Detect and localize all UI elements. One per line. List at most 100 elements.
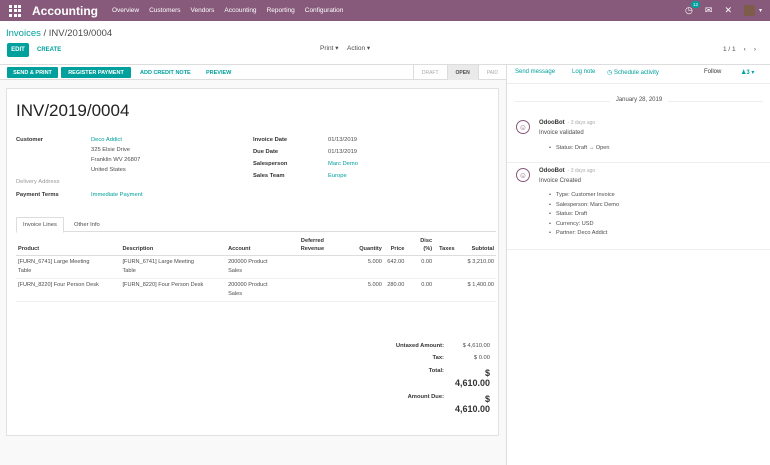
col-disc-line2: (%) <box>423 246 433 252</box>
apps-menu-icon[interactable] <box>8 4 22 18</box>
tracking-item: Type: Customer Invoice <box>549 191 619 201</box>
sales-team-link[interactable]: Europe <box>328 173 347 179</box>
state-open: OPEN <box>446 65 478 80</box>
author-name: OdooBot <box>539 120 565 126</box>
col-taxes: Taxes <box>434 235 460 256</box>
pager-value[interactable]: 1 / 1 <box>723 46 736 53</box>
debug-tools-icon[interactable]: ✕ <box>724 5 732 15</box>
untaxed-value: $ 4,610.00 <box>462 343 490 349</box>
chatter-panel: Send message Log note ◷ Schedule activit… <box>506 65 770 465</box>
tab-invoice-lines[interactable]: Invoice Lines <box>16 217 64 233</box>
customer-link[interactable]: Deco Addict <box>91 137 122 143</box>
breadcrumb-invoices[interactable]: Invoices <box>6 28 41 39</box>
account-text: 200000 Product <box>228 282 268 288</box>
col-discount: Disc (%) <box>406 235 435 256</box>
messaging-chat-icon[interactable]: ✉ <box>704 5 713 15</box>
menu-accounting[interactable]: Accounting <box>224 7 257 14</box>
payment-terms-label: Payment Terms <box>16 192 59 198</box>
form-view: SEND & PRINT REGISTER PAYMENT ADD CREDIT… <box>0 65 506 465</box>
col-account: Account <box>226 235 293 256</box>
schedule-activity-button[interactable]: ◷ Schedule activity <box>607 69 659 76</box>
menu-overview[interactable]: Overview <box>112 7 140 14</box>
col-deferred-line2: Revenue <box>300 246 325 252</box>
cell-quantity: 5.000 <box>332 255 384 279</box>
delivery-address-label: Delivery Address <box>16 179 60 185</box>
payment-terms-link[interactable]: Immediate Payment <box>91 192 143 198</box>
message-date: - 3 days ago <box>567 168 596 174</box>
follow-button[interactable]: Follow <box>704 69 722 75</box>
invoice-number-title: INV/2019/0004 <box>16 101 130 120</box>
user-avatar[interactable] <box>743 5 755 16</box>
form-statusbar: SEND & PRINT REGISTER PAYMENT ADD CREDIT… <box>0 65 506 80</box>
date-separator: January 28, 2019 <box>507 97 770 103</box>
cell-deferred <box>292 278 333 302</box>
account-text: Sales <box>228 291 243 297</box>
cell-taxes <box>434 255 460 279</box>
untaxed-label: Untaxed Amount: <box>395 343 444 349</box>
schedule-activity-label: Schedule activity <box>613 70 659 76</box>
top-navbar: Accounting Overview Customers Vendors Ac… <box>0 0 770 21</box>
table-row[interactable]: [FURN_6741] Large Meeting Table [FURN_674… <box>16 255 496 279</box>
cell-account: 200000 Product Sales <box>226 255 293 279</box>
account-text: Sales <box>228 268 243 274</box>
add-credit-note-button[interactable]: ADD CREDIT NOTE <box>140 69 191 76</box>
app-brand[interactable]: Accounting <box>32 3 98 18</box>
navbar-systray: ◷ 12 ✉ ✕ ▾ <box>685 0 770 21</box>
author-name: OdooBot <box>539 168 565 174</box>
form-sheet: INV/2019/0004 Customer Deco Addict 325 E… <box>6 88 499 436</box>
cell-description: [FURN_8220] Four Person Desk <box>120 278 227 302</box>
address-line-3: United States <box>91 167 126 173</box>
tab-other-info[interactable]: Other Info <box>74 221 100 228</box>
col-price: Price <box>383 235 407 256</box>
preview-button[interactable]: PREVIEW <box>206 69 232 76</box>
odoobot-avatar-icon: ☺ <box>516 168 530 182</box>
col-subtotal: Subtotal <box>459 235 496 256</box>
cell-discount: 0.00 <box>406 255 435 279</box>
followers-button[interactable]: ♟3 ▾ <box>741 69 754 76</box>
print-label: Print <box>320 45 334 52</box>
col-disc-line1: Disc <box>420 238 433 244</box>
tracking-item: Salesperson: Marc Demo <box>549 201 619 211</box>
col-description: Description <box>120 235 227 256</box>
col-product: Product <box>16 235 121 256</box>
activity-clock-icon[interactable]: ◷ 12 <box>685 1 701 15</box>
message-divider <box>507 249 770 250</box>
table-header-row: Product Description Account Deferred Reve… <box>16 235 496 256</box>
untaxed-row: Untaxed Amount: $ 4,610.00 <box>360 343 490 349</box>
chatter-topbar: Send message Log note ◷ Schedule activit… <box>507 65 770 84</box>
message-author: OdooBot - 3 days ago <box>539 120 595 126</box>
menu-vendors[interactable]: Vendors <box>190 7 215 14</box>
amount-due-label: Amount Due: <box>407 394 444 400</box>
menu-configuration[interactable]: Configuration <box>304 7 344 14</box>
account-text: 200000 Product <box>228 259 268 265</box>
chevron-down-icon[interactable]: ▾ <box>758 8 762 14</box>
chevron-right-icon[interactable]: › <box>753 46 756 53</box>
total-row: Total: $ 4,610.00 <box>360 368 490 388</box>
tax-value: $ 0.00 <box>473 355 490 361</box>
due-date-label: Due Date <box>253 149 279 155</box>
menu-reporting[interactable]: Reporting <box>266 7 295 14</box>
menu-customers[interactable]: Customers <box>149 7 181 14</box>
send-print-button[interactable]: SEND & PRINT <box>7 67 58 78</box>
amount-due-row: Amount Due: $ 4,610.00 <box>360 394 490 414</box>
message-body: Invoice validated <box>539 130 584 136</box>
caret-down-icon: ▾ <box>749 70 755 76</box>
log-note-button[interactable]: Log note <box>572 69 596 75</box>
create-button[interactable]: CREATE <box>37 47 62 53</box>
notebook-tabs: Invoice Lines Other Info <box>16 217 496 233</box>
action-dropdown[interactable]: Action ▾ <box>347 44 370 52</box>
cell-discount: 0.00 <box>406 278 435 302</box>
send-message-button[interactable]: Send message <box>515 69 556 75</box>
state-draft: DRAFT <box>412 65 447 80</box>
total-value: $ 4,610.00 <box>454 368 490 388</box>
table-row[interactable]: [FURN_8220] Four Person Desk [FURN_8220]… <box>16 278 496 302</box>
cell-deferred <box>292 255 333 279</box>
salesperson-link[interactable]: Marc Demo <box>328 161 358 167</box>
register-payment-button[interactable]: REGISTER PAYMENT <box>61 67 131 78</box>
main-menu: Overview Customers Vendors Accounting Re… <box>112 7 353 14</box>
print-dropdown[interactable]: Print ▾ <box>320 44 338 52</box>
edit-button[interactable]: EDIT <box>7 43 29 57</box>
address-line-2: Franklin WV 26807 <box>91 157 141 163</box>
breadcrumb-current: INV/2019/0004 <box>48 28 113 39</box>
chevron-left-icon[interactable]: ‹ <box>743 46 746 53</box>
